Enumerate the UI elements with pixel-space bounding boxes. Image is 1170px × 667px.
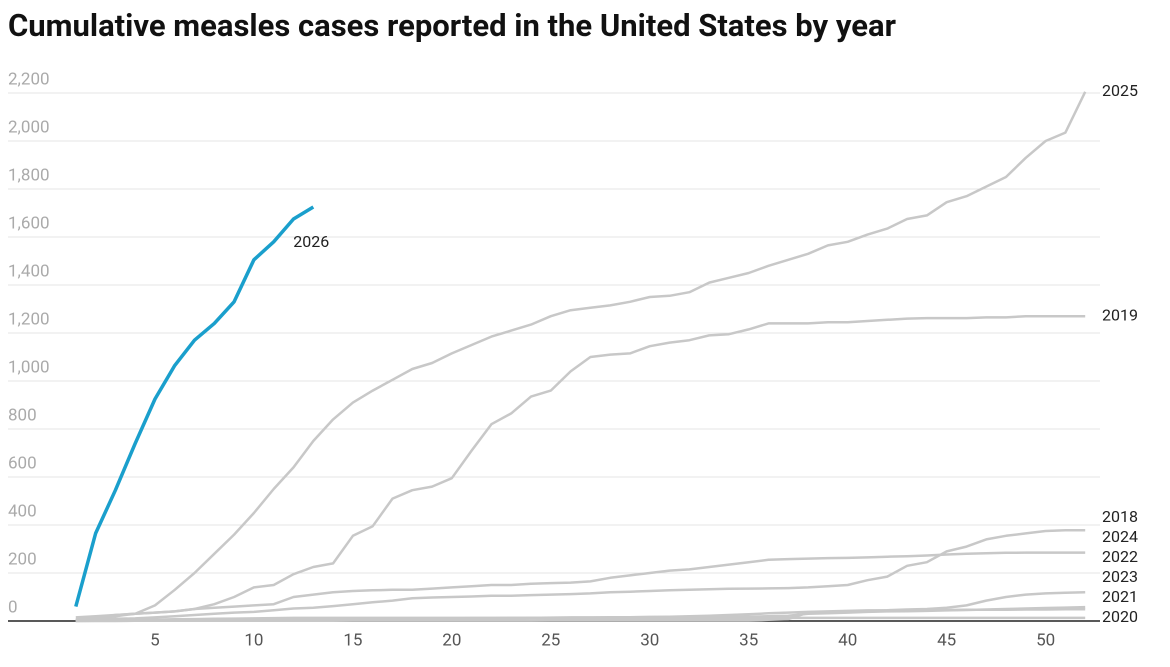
series-line (75, 551, 1086, 622)
y-tick-label: 1,000 (8, 357, 50, 377)
x-tick-label: 5 (150, 630, 160, 650)
series-line (74, 205, 315, 608)
x-tick-label: 20 (442, 630, 461, 650)
x-tick-label: 40 (838, 630, 857, 650)
x-tick-label: 10 (244, 630, 263, 650)
y-tick-label: 1,200 (8, 309, 50, 329)
chart-title: Cumulative measles cases reported in the… (8, 7, 896, 44)
series-label: 2021 (1102, 587, 1138, 606)
y-tick-label: 400 (8, 501, 37, 521)
y-tick-label: 2,000 (8, 117, 50, 137)
series-label: 2024 (1102, 527, 1138, 546)
x-tick-label: 45 (937, 630, 956, 650)
y-tick-label: 200 (8, 549, 37, 569)
x-tick-label: 15 (343, 630, 362, 650)
series-label: 2022 (1102, 547, 1138, 566)
series-line (75, 91, 1087, 622)
x-tick-label: 50 (1036, 630, 1055, 650)
series-label: 2020 (1102, 607, 1138, 626)
x-tick-label: 30 (640, 630, 659, 650)
y-tick-label: 600 (8, 453, 37, 473)
series-label: 2023 (1102, 567, 1138, 586)
series-label: 2018 (1102, 507, 1138, 526)
series-label: 2019 (1102, 305, 1138, 324)
y-tick-label: 1,600 (8, 213, 50, 233)
series-label: 2025 (1102, 81, 1138, 100)
y-tick-label: 800 (8, 405, 37, 425)
y-tick-label: 1,400 (8, 261, 50, 281)
series-line (75, 529, 1086, 622)
series-line (75, 314, 1086, 619)
x-tick-label: 35 (739, 630, 758, 650)
y-tick-label: 2,200 (8, 69, 50, 89)
series-line (75, 590, 1086, 623)
y-tick-label: 0 (8, 597, 18, 617)
series-label: 2026 (293, 232, 329, 251)
x-tick-label: 25 (541, 630, 560, 650)
y-tick-label: 1,800 (8, 165, 50, 185)
